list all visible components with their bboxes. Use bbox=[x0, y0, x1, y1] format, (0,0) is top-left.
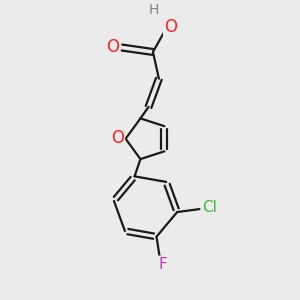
Text: F: F bbox=[159, 257, 167, 272]
Text: O: O bbox=[106, 38, 119, 56]
Text: Cl: Cl bbox=[202, 200, 217, 215]
Text: O: O bbox=[164, 18, 177, 36]
Text: H: H bbox=[149, 3, 159, 17]
Text: O: O bbox=[111, 129, 124, 147]
